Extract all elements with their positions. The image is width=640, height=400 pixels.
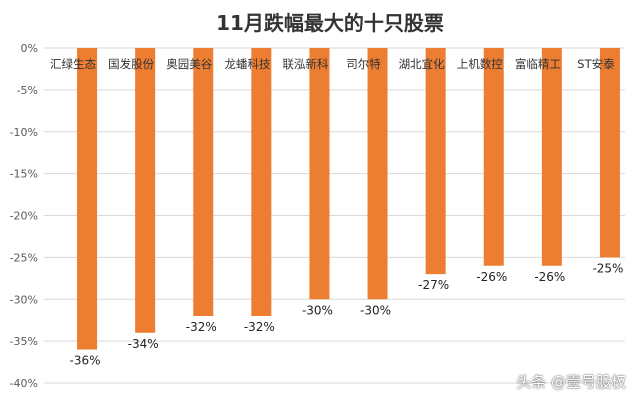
- data-label: -32%: [244, 320, 275, 334]
- data-labels: -36% -34% -32% -32% -30% -30% -27% -26% -26% -25%: [70, 261, 624, 367]
- data-label: -26%: [476, 270, 507, 284]
- y-tick-label: -40%: [10, 377, 38, 390]
- y-tick-label: -10%: [10, 126, 38, 139]
- y-tick-label: 0%: [21, 42, 38, 55]
- y-tick-label: -35%: [10, 335, 38, 348]
- data-label: -32%: [186, 320, 217, 334]
- y-axis-ticks: 0% -5% -10% -15% -20% -25% -30% -35% -40%: [10, 42, 38, 390]
- data-label: -26%: [534, 270, 565, 284]
- data-label: -36%: [70, 354, 101, 368]
- category-label: 奥园美谷: [166, 57, 212, 71]
- bar: [77, 48, 98, 350]
- category-label: 湖北宜化: [399, 57, 445, 71]
- category-label: 国发股份: [108, 57, 154, 71]
- data-label: -27%: [418, 278, 449, 292]
- y-tick-label: -20%: [10, 210, 38, 223]
- y-tick-label: -5%: [17, 84, 38, 97]
- category-label: 龙蟠科技: [224, 57, 270, 71]
- watermark: 头条 @壹号股权: [516, 373, 626, 391]
- category-label: ST安泰: [577, 57, 615, 71]
- category-label: 上机数控: [457, 57, 503, 71]
- bar: [193, 48, 214, 316]
- bar: [251, 48, 272, 316]
- bar: [599, 48, 620, 258]
- bar: [367, 48, 388, 300]
- gridlines: [44, 47, 625, 384]
- category-label: 汇绿生态: [50, 57, 96, 71]
- bars: [77, 48, 620, 350]
- y-tick-label: -25%: [10, 251, 38, 264]
- chart-title: 11月跌幅最大的十只股票: [216, 11, 444, 35]
- category-label: 富临精工: [515, 57, 561, 71]
- y-tick-label: -15%: [10, 168, 38, 181]
- data-label: -30%: [302, 303, 333, 317]
- data-label: -34%: [128, 337, 159, 351]
- bar: [541, 48, 562, 266]
- data-label: -25%: [592, 261, 623, 275]
- category-label: 司尔特: [346, 57, 381, 71]
- bar: [483, 48, 504, 266]
- category-label: 联泓新科: [282, 57, 328, 71]
- data-label: -30%: [360, 303, 391, 317]
- category-labels: 汇绿生态 国发股份 奥园美谷 龙蟠科技 联泓新科 司尔特 湖北宜化 上机数控 富临精工 ST安泰: [50, 57, 615, 71]
- bar: [309, 48, 330, 300]
- bar: [135, 48, 156, 333]
- y-tick-label: -30%: [10, 293, 38, 306]
- bar: [425, 48, 446, 275]
